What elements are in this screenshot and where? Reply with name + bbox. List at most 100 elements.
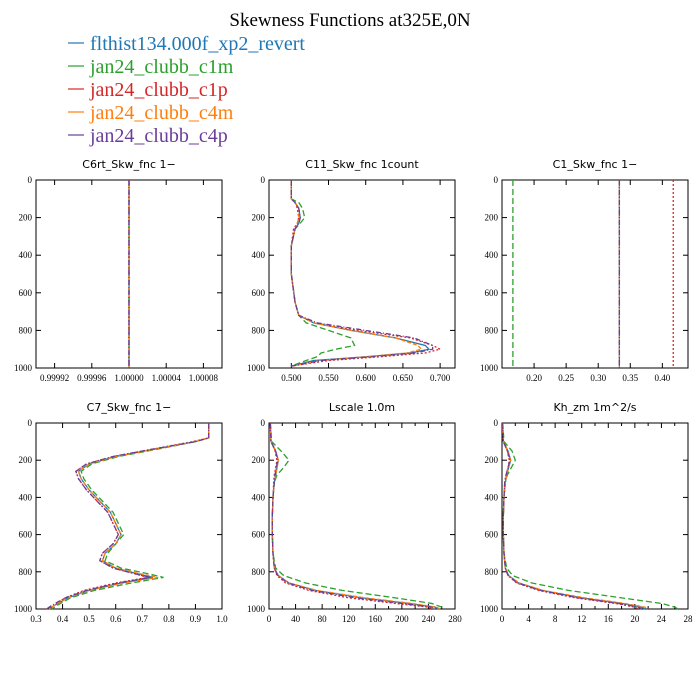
plot-frame <box>268 422 456 610</box>
x-tick-label: 0.35 <box>622 373 638 383</box>
series-line-jan24-clubb-c1m <box>51 423 210 610</box>
x-tick-label: 4 <box>526 614 531 624</box>
series-line-jan24-clubb-c1p <box>269 422 433 610</box>
x-tick-label: 280 <box>448 614 462 624</box>
legend-label: flthist134.000f_xp2_revert <box>90 33 305 55</box>
legend: flthist134.000f_xp2_revertjan24_clubb_c1… <box>68 33 305 147</box>
y-tick-label: 800 <box>252 325 266 335</box>
x-tick-label: 0.30 <box>590 373 606 383</box>
y-tick-label: 0 <box>28 175 33 185</box>
y-tick-label: 600 <box>485 288 499 298</box>
x-tick-label: 0.7 <box>137 614 149 624</box>
x-tick-label: 0.8 <box>163 614 175 624</box>
x-tick-label: 0.600 <box>356 373 377 383</box>
series-line-jan24-clubb-c1m <box>502 422 679 610</box>
x-tick-label: 0.99992 <box>40 373 69 383</box>
x-tick-label: 80 <box>318 614 328 624</box>
x-tick-label: 0.20 <box>526 373 542 383</box>
series-line-jan24-clubb-c1p <box>502 422 639 610</box>
y-tick-label: 600 <box>19 530 33 540</box>
x-tick-label: 200 <box>395 614 409 624</box>
plot-frame <box>501 422 689 610</box>
y-tick-label: 400 <box>252 250 266 260</box>
panel-title: C1_Skw_fnc 1− <box>553 158 638 171</box>
series-line-jan24-clubb-c4m <box>269 422 441 610</box>
series-line-jan24-clubb-c1m <box>269 422 444 610</box>
y-tick-label: 1000 <box>14 363 33 373</box>
x-tick-label: 1.00008 <box>189 373 219 383</box>
legend-item-jan24-clubb-c4p: jan24_clubb_c4p <box>68 125 228 147</box>
series-line-jan24-clubb-c4p <box>290 180 434 367</box>
x-tick-label: 0.700 <box>430 373 451 383</box>
y-tick-label: 200 <box>19 455 33 465</box>
panel-title: Kh_zm 1m^2/s <box>553 401 636 414</box>
x-tick-label: 0.25 <box>558 373 574 383</box>
panel-title: C11_Skw_fnc 1count <box>305 158 419 171</box>
x-tick-label: 0.40 <box>654 373 670 383</box>
y-tick-label: 200 <box>485 213 499 223</box>
y-tick-label: 1000 <box>14 604 33 614</box>
series-line-jan24-clubb-c4m <box>290 180 423 367</box>
y-tick-label: 400 <box>19 250 33 260</box>
series-line-flthist134-000f-xp2-revert <box>269 422 439 610</box>
series-line-jan24-clubb-c1p <box>46 423 210 610</box>
y-tick-label: 600 <box>252 530 266 540</box>
x-tick-label: 0 <box>267 614 272 624</box>
x-tick-label: 0.4 <box>57 614 69 624</box>
x-tick-label: 0 <box>500 614 505 624</box>
legend-label: jan24_clubb_c1p <box>89 79 228 101</box>
y-tick-label: 400 <box>485 492 499 502</box>
series-line-jan24-clubb-c1m <box>290 180 356 367</box>
x-tick-label: 0.3 <box>30 614 42 624</box>
legend-label: jan24_clubb_c4m <box>89 102 234 124</box>
x-tick-label: 1.00004 <box>152 373 182 383</box>
legend-item-flthist134-000f-xp2-revert: flthist134.000f_xp2_revert <box>68 33 305 55</box>
x-tick-label: 0.6 <box>110 614 122 624</box>
panel-title: C6rt_Skw_fnc 1− <box>82 158 175 171</box>
y-tick-label: 800 <box>19 325 33 335</box>
y-tick-label: 0 <box>494 175 499 185</box>
y-tick-label: 200 <box>252 455 266 465</box>
y-tick-label: 0 <box>28 418 33 428</box>
y-tick-label: 800 <box>252 567 266 577</box>
x-tick-label: 20 <box>630 614 640 624</box>
y-tick-label: 200 <box>485 455 499 465</box>
y-tick-label: 200 <box>19 213 33 223</box>
y-tick-label: 800 <box>19 567 33 577</box>
legend-label: jan24_clubb_c1m <box>89 56 234 78</box>
x-tick-label: 160 <box>369 614 383 624</box>
panel-c6rt-skw-fnc: C6rt_Skw_fnc 1− 0 200 400 600 800 1000 0.99992 0… <box>14 158 223 383</box>
y-tick-label: 400 <box>485 250 499 260</box>
plot-frame <box>268 179 456 369</box>
panel-title: Lscale 1.0m <box>329 401 395 414</box>
y-tick-label: 0 <box>494 418 499 428</box>
x-tick-label: 240 <box>422 614 436 624</box>
x-tick-label: 8 <box>553 614 558 624</box>
x-tick-label: 12 <box>577 614 586 624</box>
legend-item-jan24-clubb-c4m: jan24_clubb_c4m <box>68 102 234 124</box>
y-tick-label: 0 <box>261 175 266 185</box>
y-tick-label: 600 <box>252 288 266 298</box>
x-tick-label: 0.99996 <box>77 373 107 383</box>
legend-item-jan24-clubb-c1m: jan24_clubb_c1m <box>68 56 234 78</box>
series-line-jan24-clubb-c4p <box>502 422 642 610</box>
x-tick-label: 0.500 <box>281 373 302 383</box>
plot-frame <box>501 179 689 369</box>
panel-title: C7_Skw_fnc 1− <box>87 401 172 414</box>
x-tick-label: 1.0 <box>216 614 228 624</box>
x-tick-label: 40 <box>291 614 301 624</box>
y-tick-label: 1000 <box>247 604 266 614</box>
x-tick-label: 0.5 <box>84 614 96 624</box>
panel-c11-skw-fnc: C11_Skw_fnc 1count 0 200 400 600 800 1000 0.500… <box>247 158 456 383</box>
y-tick-label: 600 <box>19 288 33 298</box>
legend-label: jan24_clubb_c4p <box>89 125 228 147</box>
x-tick-label: 1.00000 <box>114 373 144 383</box>
y-tick-label: 400 <box>19 492 33 502</box>
series-line-jan24-clubb-c1p <box>290 180 442 367</box>
x-tick-label: 24 <box>657 614 667 624</box>
x-tick-label: 120 <box>342 614 356 624</box>
plot-frame <box>35 422 223 610</box>
